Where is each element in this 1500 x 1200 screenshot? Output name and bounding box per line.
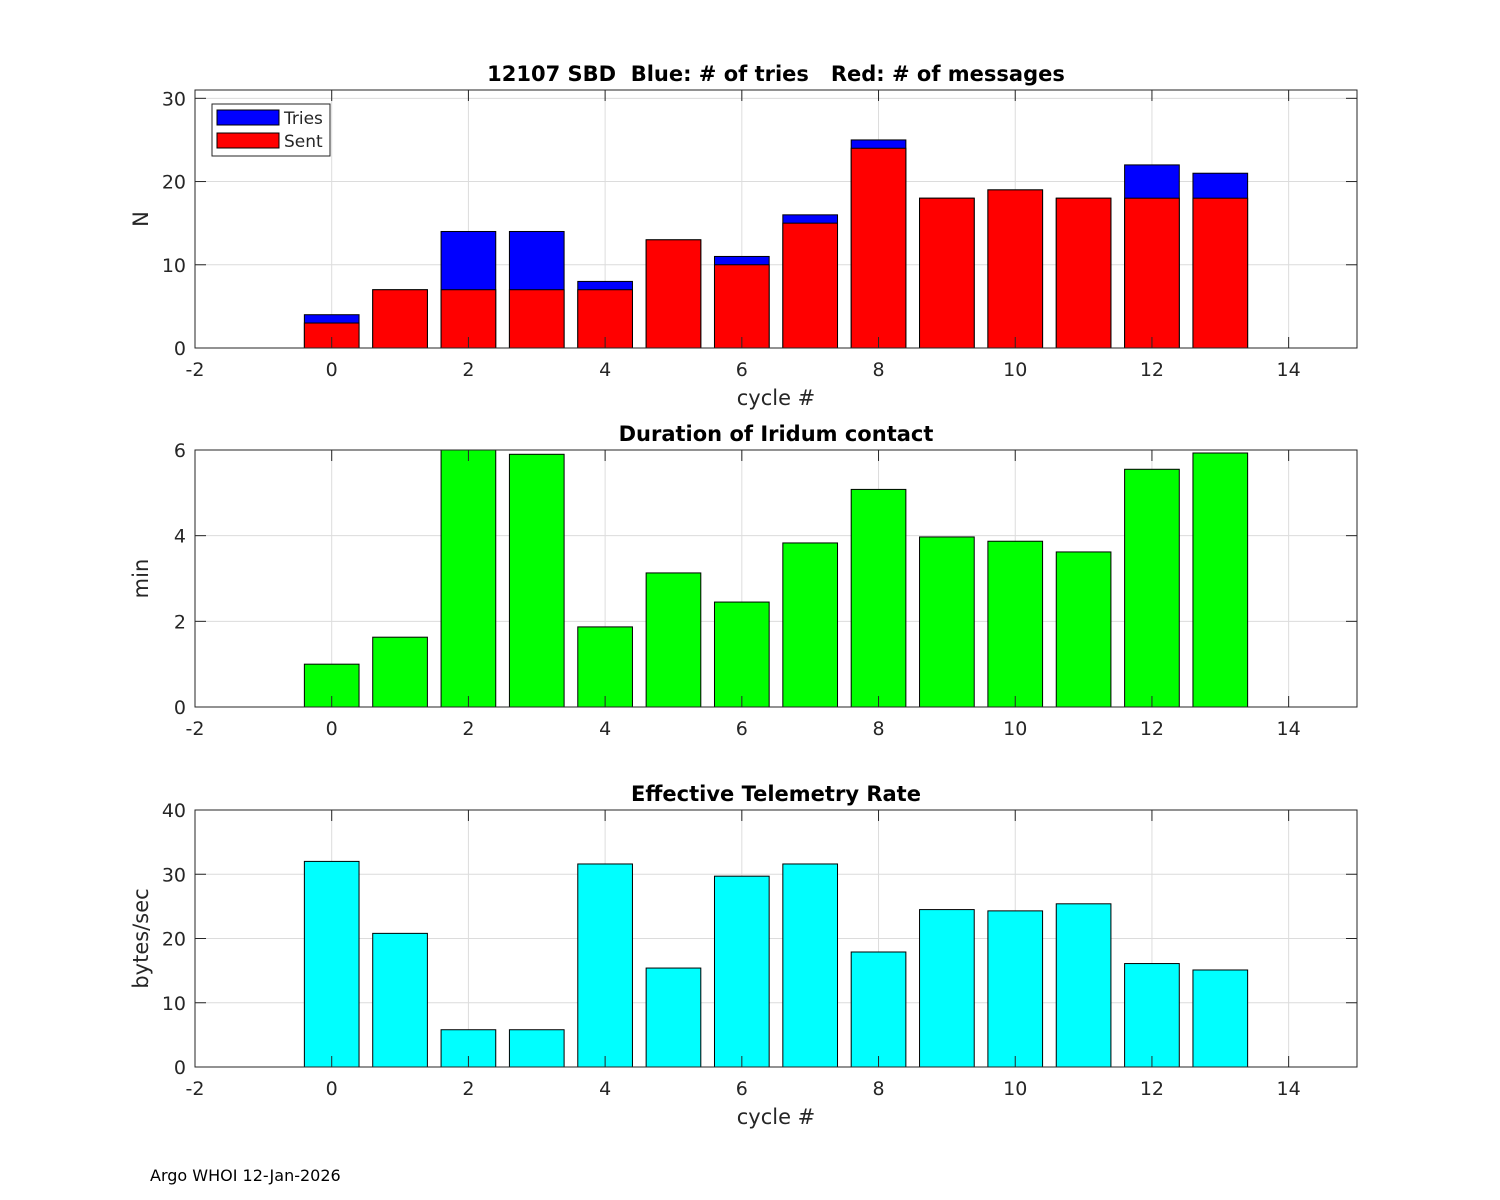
y-tick-label: 20	[162, 172, 186, 194]
y-tick-label: 0	[174, 1057, 186, 1079]
y-tick-label: 20	[162, 929, 186, 951]
bar-value-cycle-3	[508, 1029, 565, 1068]
y-axis-label: bytes/sec	[129, 888, 153, 988]
x-tick-label: 2	[462, 718, 474, 740]
bar-value-cycle-10	[987, 910, 1044, 1068]
bar-value-cycle-1	[372, 636, 428, 708]
y-tick-label: 10	[162, 255, 186, 277]
axes-box	[194, 449, 1358, 708]
bar-sent-cycle-5	[645, 239, 702, 349]
x-tick-label: 0	[326, 718, 338, 740]
bar-sent-cycle-12	[1124, 197, 1180, 349]
bar-sent-cycle-8	[850, 147, 907, 349]
bar-value-cycle-9	[919, 536, 975, 708]
bar-sent-cycle-3	[508, 289, 565, 349]
bar-value-cycle-10	[987, 540, 1044, 708]
x-tick-label: 10	[1003, 718, 1027, 740]
bar-value-cycle-7	[782, 542, 839, 708]
bar-sent-cycle-11	[1055, 197, 1112, 349]
y-tick-label: 2	[174, 611, 186, 633]
legend-label-sent: Sent	[284, 132, 323, 152]
bar-value-cycle-5	[645, 572, 702, 708]
bar-value-cycle-12	[1124, 468, 1180, 708]
bar-value-cycle-6	[713, 601, 770, 708]
bar-sent-cycle-9	[919, 197, 975, 349]
bar-value-cycle-4	[577, 626, 633, 708]
bar-sent-cycle-6	[713, 264, 770, 349]
bar-value-cycle-2	[440, 449, 497, 708]
x-axis-label: cycle #	[737, 386, 816, 410]
bar-sent-cycle-7	[782, 222, 839, 349]
x-tick-label: 10	[1003, 1078, 1027, 1100]
y-axis-label: min	[129, 559, 153, 599]
x-tick-label: -2	[186, 359, 205, 381]
x-tick-label: 2	[462, 1078, 474, 1100]
plot-area	[195, 90, 1357, 348]
x-tick-label: -2	[186, 718, 205, 740]
bar-value-cycle-5	[645, 967, 702, 1068]
footer-stamp: Argo WHOI 12-Jan-2026	[150, 1166, 341, 1185]
bar-value-cycle-0	[303, 860, 360, 1068]
bar-value-cycle-11	[1055, 551, 1112, 708]
x-tick-label: 6	[736, 1078, 748, 1100]
y-tick-label: 30	[162, 88, 186, 110]
bar-value-cycle-11	[1055, 903, 1112, 1068]
chart-title: Duration of Iridum contact	[619, 422, 934, 446]
legend: Tries Sent	[211, 103, 331, 157]
bar-value-cycle-13	[1192, 969, 1249, 1068]
x-tick-label: 6	[736, 718, 748, 740]
x-tick-label: 8	[872, 359, 884, 381]
y-axis-label: N	[129, 211, 153, 227]
y-tick-label: 30	[162, 864, 186, 886]
y-tick-label: 0	[174, 697, 186, 719]
bar-value-cycle-12	[1124, 963, 1180, 1068]
x-tick-label: 12	[1140, 359, 1164, 381]
legend-swatch-tries	[216, 109, 280, 126]
y-tick-label: 0	[174, 338, 186, 360]
x-tick-label: 14	[1277, 359, 1301, 381]
bar-value-cycle-8	[850, 488, 907, 708]
plot-area	[195, 450, 1357, 707]
y-tick-label: 40	[162, 800, 186, 822]
chart-title: 12107 SBD Blue: # of tries Red: # of mes…	[487, 62, 1065, 86]
bar-sent-cycle-13	[1192, 197, 1249, 349]
x-tick-label: 4	[599, 359, 611, 381]
x-tick-label: 8	[872, 1078, 884, 1100]
bar-value-cycle-1	[372, 932, 428, 1068]
x-tick-label: 0	[326, 1078, 338, 1100]
bar-value-cycle-6	[713, 875, 770, 1068]
y-tick-label: 4	[174, 526, 186, 548]
x-tick-label: 8	[872, 718, 884, 740]
bar-value-cycle-8	[850, 951, 907, 1068]
bar-value-cycle-9	[919, 909, 975, 1068]
x-tick-label: 0	[326, 359, 338, 381]
bar-value-cycle-4	[577, 863, 633, 1068]
x-tick-label: 12	[1140, 1078, 1164, 1100]
legend-swatch-sent	[216, 132, 280, 149]
x-axis-label: cycle #	[737, 1105, 816, 1129]
bar-value-cycle-7	[782, 863, 839, 1068]
x-tick-label: -2	[186, 1078, 205, 1100]
x-tick-label: 2	[462, 359, 474, 381]
x-tick-label: 4	[599, 1078, 611, 1100]
x-tick-label: 14	[1277, 718, 1301, 740]
bar-sent-cycle-10	[987, 189, 1044, 349]
x-tick-label: 14	[1277, 1078, 1301, 1100]
axes-box	[194, 89, 1358, 349]
legend-label-tries: Tries	[283, 109, 323, 129]
y-tick-label: 10	[162, 993, 186, 1015]
x-tick-label: 12	[1140, 718, 1164, 740]
chart-title: Effective Telemetry Rate	[631, 782, 921, 806]
x-tick-label: 4	[599, 718, 611, 740]
bar-value-cycle-3	[508, 453, 565, 708]
x-tick-label: 10	[1003, 359, 1027, 381]
y-tick-label: 6	[174, 440, 186, 462]
x-tick-label: 6	[736, 359, 748, 381]
bar-sent-cycle-1	[372, 289, 428, 349]
bar-value-cycle-13	[1192, 452, 1249, 708]
